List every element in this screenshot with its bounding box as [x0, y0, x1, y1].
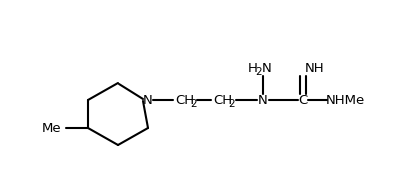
Text: 2: 2 — [229, 99, 235, 109]
Text: N: N — [143, 94, 153, 106]
Text: Me: Me — [42, 121, 62, 134]
Text: H: H — [248, 62, 258, 75]
Text: 2: 2 — [256, 67, 262, 77]
Text: CH: CH — [213, 94, 233, 106]
Text: 2: 2 — [191, 99, 197, 109]
Text: N: N — [258, 94, 268, 106]
Text: C: C — [298, 94, 308, 106]
Text: N: N — [262, 62, 272, 75]
Text: NH: NH — [305, 62, 325, 75]
Text: NHMe: NHMe — [326, 94, 365, 106]
Text: CH: CH — [176, 94, 194, 106]
